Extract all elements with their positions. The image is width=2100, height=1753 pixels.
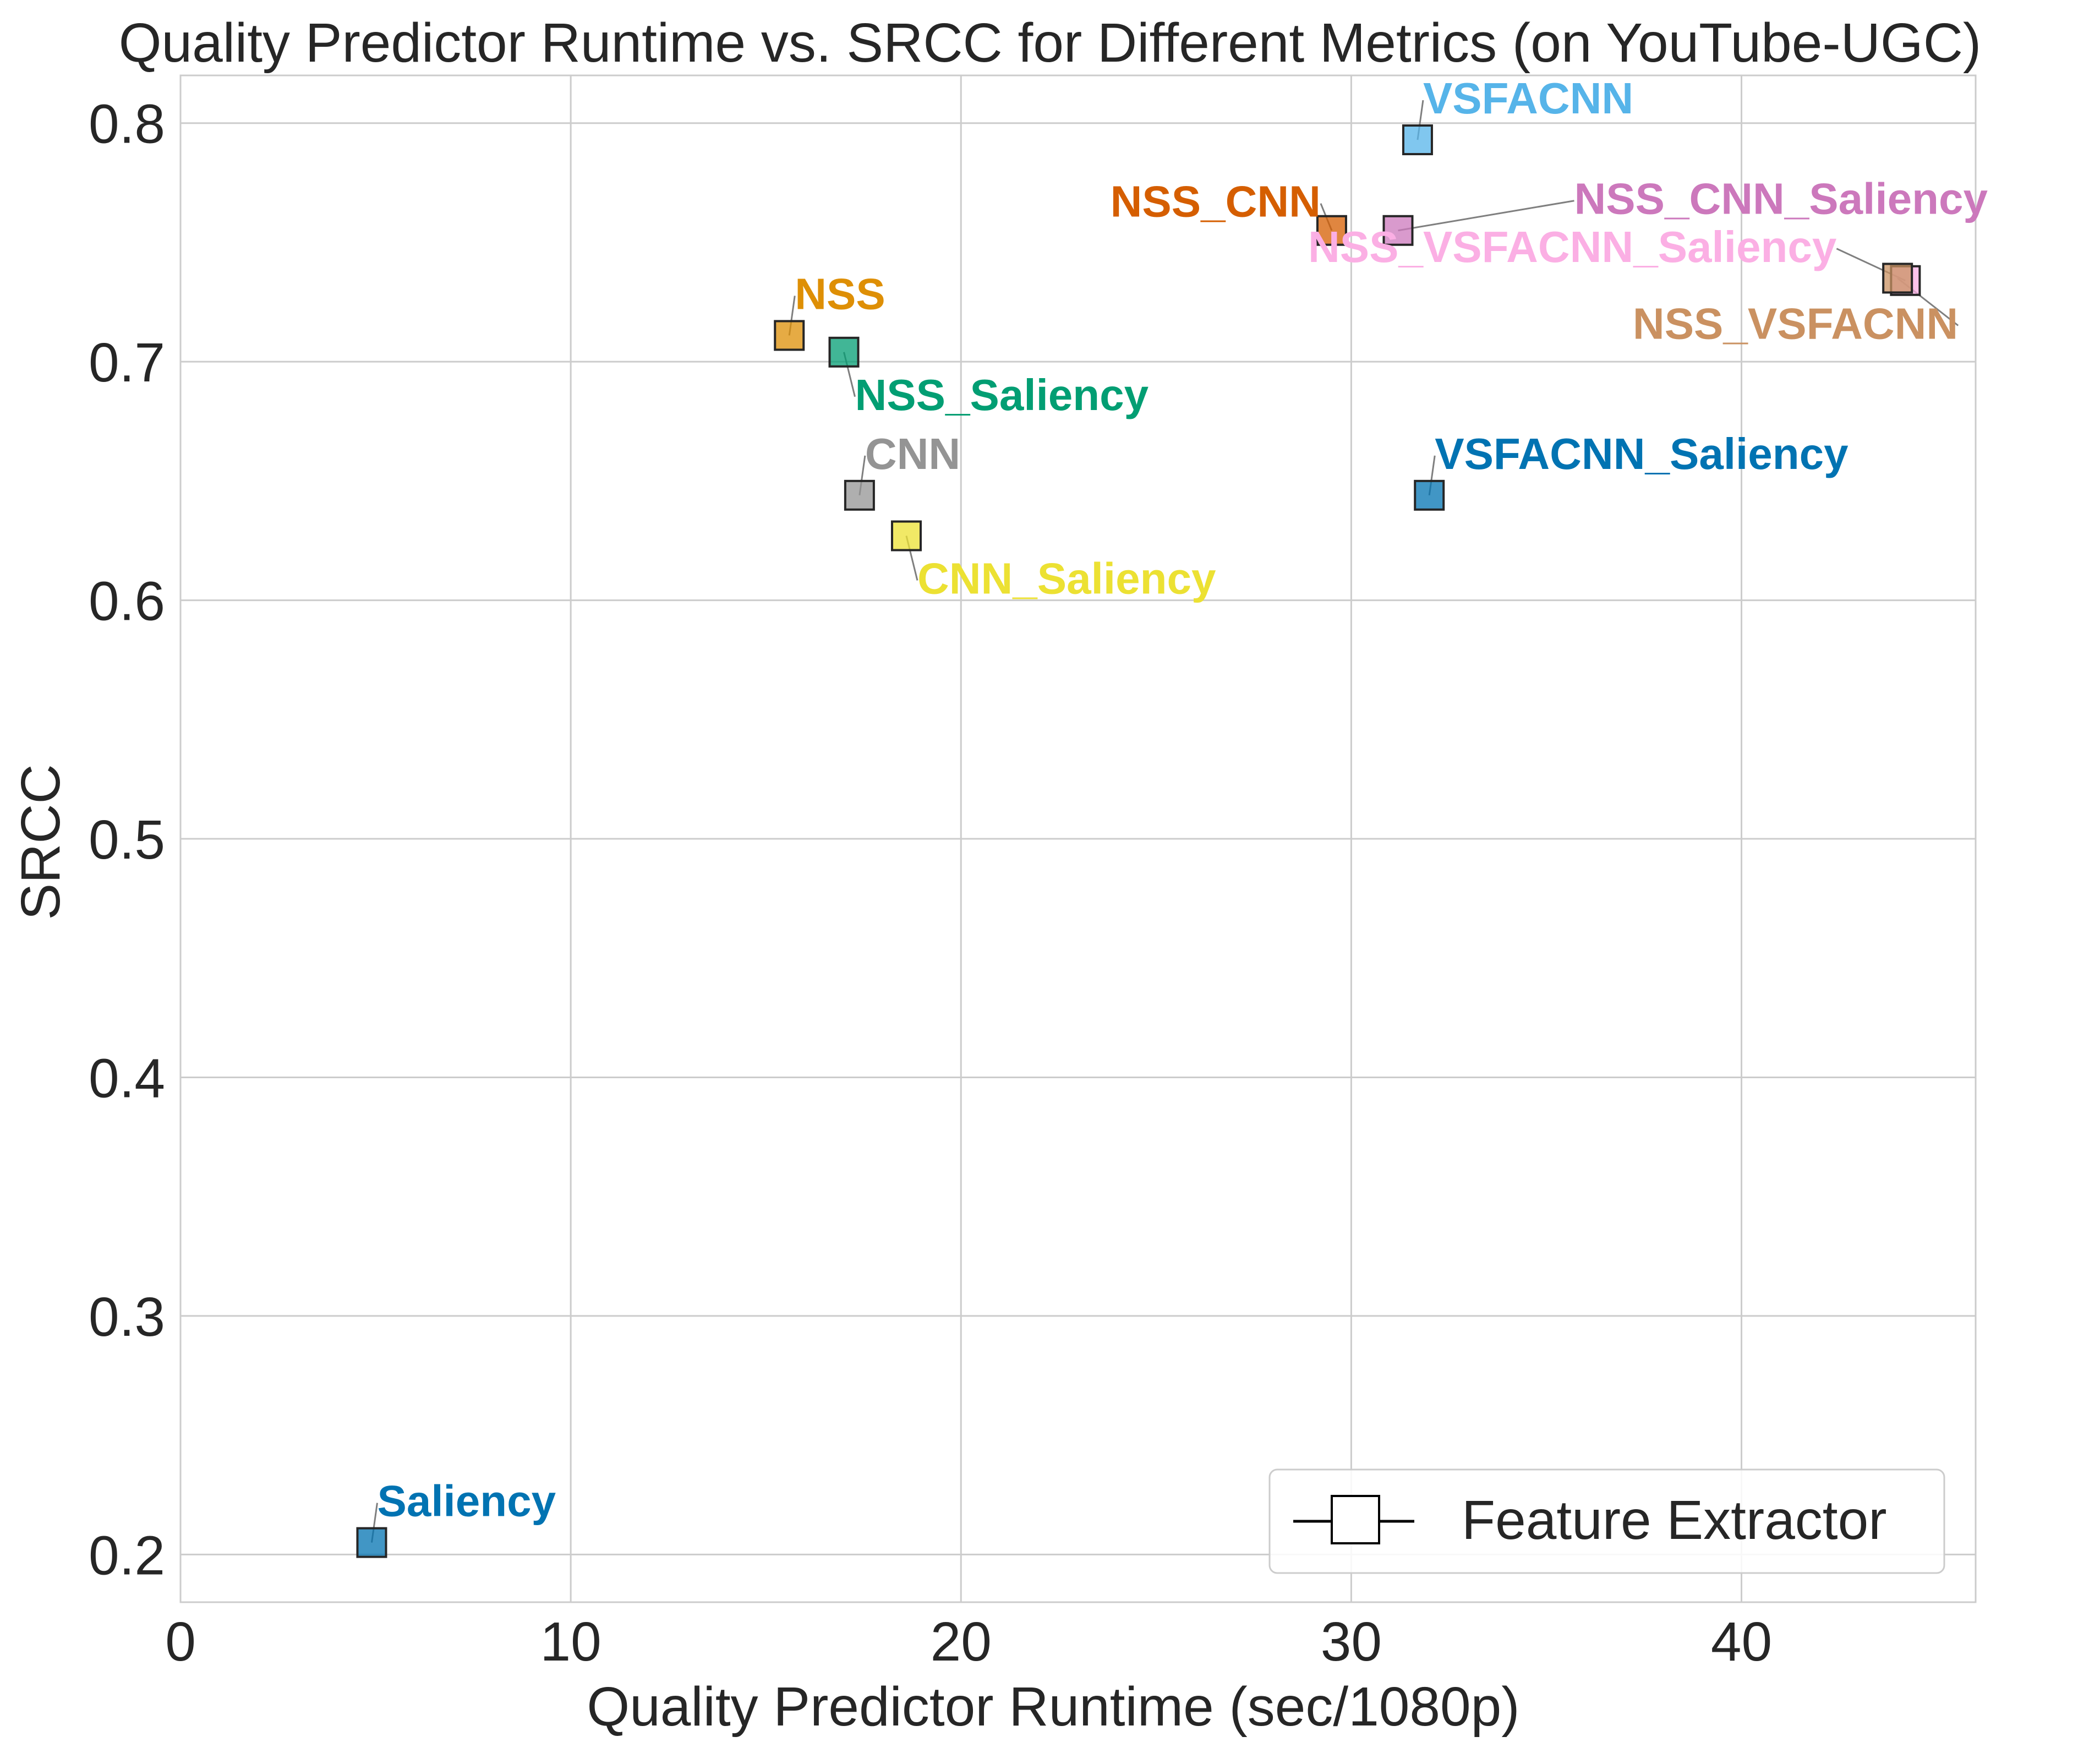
y-tick-label: 0.2: [89, 1525, 165, 1586]
data-point-marker: [844, 479, 875, 511]
data-point-marker: [356, 1527, 387, 1558]
y-tick-label: 0.4: [89, 1047, 165, 1109]
legend: Feature Extractor: [1268, 1468, 1945, 1574]
data-point-marker: [774, 320, 805, 351]
y-tick-label: 0.3: [89, 1286, 165, 1348]
x-axis-label: Quality Predictor Runtime (sec/1080p): [587, 1676, 1519, 1738]
leader-line: [1398, 200, 1574, 232]
y-tick-label: 0.5: [89, 809, 165, 871]
x-tick-label: 40: [1711, 1611, 1772, 1673]
data-point-label: NSS_VSFACNN: [1633, 299, 1958, 348]
data-point-label: NSS: [795, 269, 885, 318]
data-point-marker: [1402, 124, 1433, 156]
x-axis-ticks: 0 10 20 30 40: [165, 1611, 1772, 1673]
data-point-marker: [1882, 263, 1913, 294]
plot-area-frame: [179, 74, 1977, 1603]
y-axis-label: SRCC: [10, 764, 72, 920]
y-axis-ticks: 0.2 0.3 0.4 0.5 0.6 0.7 0.8: [89, 94, 165, 1587]
data-point-label: NSS_CNN_Saliency: [1574, 174, 1988, 223]
data-point-marker: [1414, 479, 1445, 511]
data-markers: [356, 124, 1921, 1558]
legend-square-icon: [1331, 1495, 1380, 1544]
data-point-marker: [890, 520, 922, 551]
x-tick-label: 30: [1321, 1611, 1382, 1673]
data-point-label: NSS_CNN: [1111, 177, 1321, 226]
x-tick-label: 20: [931, 1611, 992, 1673]
y-tick-label: 0.7: [89, 332, 165, 394]
x-tick-label: 0: [165, 1611, 196, 1673]
chart-title: Quality Predictor Runtime vs. SRCC for D…: [119, 12, 1981, 74]
y-tick-label: 0.6: [89, 571, 165, 632]
legend-label-feature-extractor: Feature Extractor: [1462, 1489, 1887, 1551]
legend-box: [1268, 1468, 1945, 1574]
x-tick-label: 10: [540, 1611, 601, 1673]
y-tick-label: 0.8: [89, 94, 165, 155]
data-point-label: VSFACNN_Saliency: [1435, 429, 1849, 478]
data-point-label: CNN: [865, 429, 960, 478]
data-labels: Saliency NSS NSS_Saliency CNN CNN_Saliency NS…: [377, 74, 1988, 1526]
data-point-marker: [1382, 215, 1414, 246]
data-point-label: VSFACNN: [1423, 74, 1633, 123]
data-point-label: CNN_Saliency: [917, 554, 1216, 603]
data-point-marker: [1316, 215, 1347, 246]
data-point-label: NSS_Saliency: [855, 370, 1149, 419]
data-point-label: Saliency: [377, 1477, 556, 1526]
data-point-label: NSS_VSFACNN_Saliency: [1308, 222, 1837, 271]
data-point-marker: [828, 336, 860, 368]
